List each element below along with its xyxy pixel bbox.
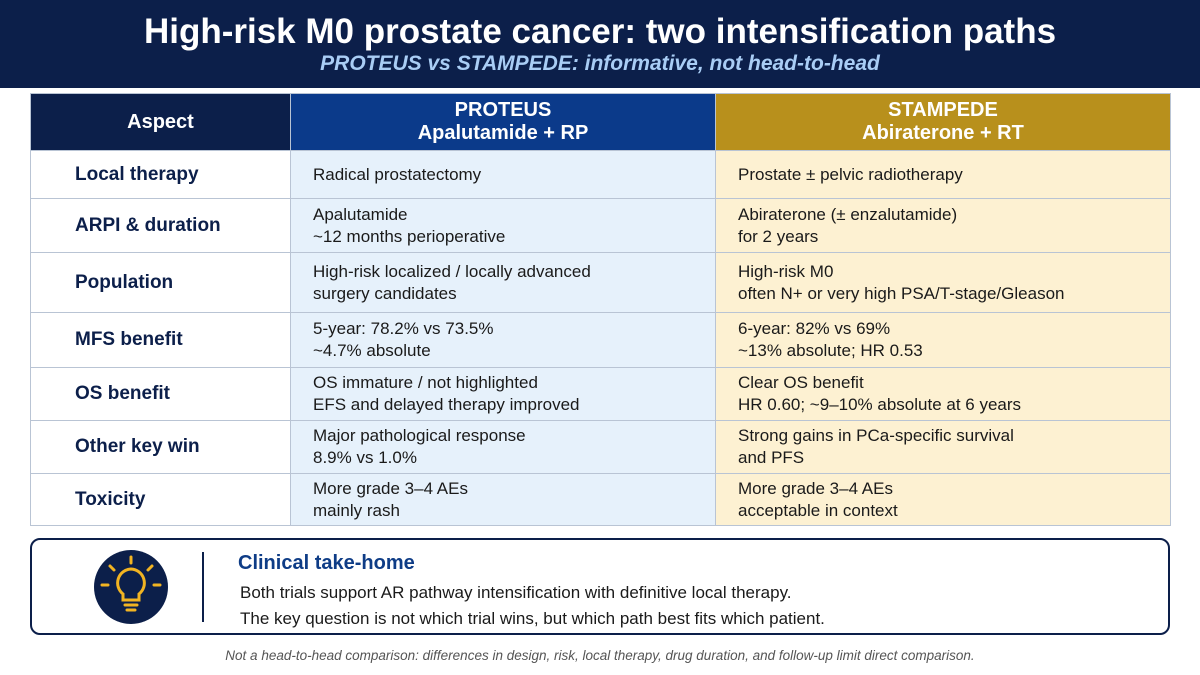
table-cell: High-risk M0 often N+ or very high PSA/T-… bbox=[715, 252, 1171, 313]
table-cell: 5-year: 78.2% vs 73.5% ~4.7% absolute bbox=[290, 312, 716, 368]
header-cell: PROTEUS Apalutamide + RP bbox=[290, 93, 716, 151]
cell-text: ~4.7% absolute bbox=[313, 341, 431, 360]
comparison-table: Aspect PROTEUS Apalutamide + RP STAMPEDE Abi… bbox=[30, 93, 1171, 526]
cell-text: More grade 3–4 AEs bbox=[313, 478, 468, 498]
aspect-cell: Other key win bbox=[30, 420, 291, 474]
cell-text: Toxicity bbox=[75, 488, 146, 510]
header-text: Aspect bbox=[127, 110, 194, 133]
cell-text: Abiraterone (± enzalutamide) bbox=[738, 204, 958, 224]
table-row: Toxicity More grade 3–4 AEs mainly rash Mor… bbox=[30, 473, 1171, 526]
subtitle: PROTEUS vs STAMPEDE: informative, not he… bbox=[320, 52, 880, 75]
header-text: PROTEUS bbox=[454, 99, 552, 121]
table-cell: High-risk localized / locally advanced su… bbox=[290, 252, 716, 313]
cell-text: acceptable in context bbox=[738, 500, 898, 520]
header-text: Abiraterone + RT bbox=[862, 122, 1024, 144]
takeaway-line: The key question is not which trial wins… bbox=[240, 609, 825, 628]
aspect-cell: Population bbox=[30, 252, 291, 313]
table-row: Local therapy Radical prostatectomy Prosta… bbox=[30, 150, 1171, 199]
table-cell: Clear OS benefit HR 0.60; ~9–10% absolute… bbox=[715, 367, 1171, 421]
cell-text: Clear OS benefit bbox=[738, 373, 864, 392]
header-text: STAMPEDE bbox=[888, 99, 998, 121]
takeaway-box: Clinical take-home Both trials support A… bbox=[30, 538, 1170, 635]
takeaway-text: Both trials support AR pathway intensifi… bbox=[240, 580, 825, 632]
cell-text: mainly rash bbox=[313, 500, 400, 520]
aspect-cell: Toxicity bbox=[30, 473, 291, 526]
takeaway-line: Both trials support AR pathway intensifi… bbox=[240, 583, 792, 602]
header-cell: STAMPEDE Abiraterone + RT bbox=[715, 93, 1171, 151]
cell-text: for 2 years bbox=[738, 226, 819, 246]
header-band: High-risk M0 prostate cancer: two intens… bbox=[0, 0, 1200, 88]
cell-text: ~13% absolute; HR 0.53 bbox=[738, 341, 923, 360]
table-cell: Prostate ± pelvic radiotherapy bbox=[715, 150, 1171, 199]
table-cell: More grade 3–4 AEs mainly rash bbox=[290, 473, 716, 526]
cell-text: Apalutamide bbox=[313, 204, 408, 224]
cell-text: High-risk localized / locally advanced bbox=[313, 261, 591, 281]
cell-text: Population bbox=[75, 271, 174, 293]
table-cell: OS immature / not highlighted EFS and del… bbox=[290, 367, 716, 421]
table-row: Population High-risk localized / locally … bbox=[30, 252, 1171, 313]
cell-text: Strong gains in PCa-specific survival bbox=[738, 426, 1014, 445]
cell-text: EFS and delayed therapy improved bbox=[313, 395, 580, 414]
table-cell: Major pathological response 8.9% vs 1.0% bbox=[290, 420, 716, 474]
table-row: Other key win Major pathological response… bbox=[30, 420, 1171, 474]
cell-text: and PFS bbox=[738, 448, 805, 467]
lightbulb-icon bbox=[94, 550, 168, 624]
table-cell: More grade 3–4 AEs acceptable in context bbox=[715, 473, 1171, 526]
cell-text: More grade 3–4 AEs bbox=[738, 478, 893, 498]
table-row: MFS benefit 5-year: 78.2% vs 73.5% ~4.7% a… bbox=[30, 312, 1171, 368]
table-cell: Strong gains in PCa-specific survival and… bbox=[715, 420, 1171, 474]
cell-text: OS benefit bbox=[75, 383, 171, 404]
cell-text: 5-year: 78.2% vs 73.5% bbox=[313, 319, 494, 338]
aspect-cell: Local therapy bbox=[30, 150, 291, 199]
divider bbox=[202, 552, 204, 622]
cell-text: OS immature / not highlighted bbox=[313, 373, 538, 392]
takeaway-title: Clinical take-home bbox=[238, 552, 415, 574]
cell-text: often N+ or very high PSA/T-stage/Gleaso… bbox=[738, 283, 1065, 303]
header-cell: Aspect bbox=[30, 93, 291, 151]
table-cell: 6-year: 82% vs 69% ~13% absolute; HR 0.53 bbox=[715, 312, 1171, 368]
aspect-cell: MFS benefit bbox=[30, 312, 291, 368]
cell-text: Other key win bbox=[75, 436, 200, 457]
cell-text: MFS benefit bbox=[75, 329, 183, 350]
table-cell: Apalutamide ~12 months perioperative bbox=[290, 198, 716, 253]
cell-text: surgery candidates bbox=[313, 283, 457, 303]
table-row: OS benefit OS immature / not highlighted E… bbox=[30, 367, 1171, 421]
cell-text: ARPI & duration bbox=[75, 214, 221, 236]
cell-text: 8.9% vs 1.0% bbox=[313, 448, 417, 467]
cell-text: Radical prostatectomy bbox=[313, 164, 482, 184]
title: High-risk M0 prostate cancer: two intens… bbox=[143, 12, 1057, 51]
table-cell: Abiraterone (± enzalutamide) for 2 years bbox=[715, 198, 1171, 253]
cell-text: Local therapy bbox=[75, 163, 199, 185]
cell-text: HR 0.60; ~9–10% absolute at 6 years bbox=[738, 395, 1022, 414]
cell-text: High-risk M0 bbox=[738, 261, 834, 281]
table-cell: Radical prostatectomy bbox=[290, 150, 716, 199]
cell-text: 6-year: 82% vs 69% bbox=[738, 319, 891, 338]
header-text: Apalutamide + RP bbox=[417, 122, 589, 144]
cell-text: Prostate ± pelvic radiotherapy bbox=[738, 164, 963, 184]
cell-text: Major pathological response bbox=[313, 426, 526, 445]
table-row: ARPI & duration Apalutamide ~12 months per… bbox=[30, 198, 1171, 253]
footnote: Not a head-to-head comparison: differenc… bbox=[225, 648, 975, 663]
aspect-cell: OS benefit bbox=[30, 367, 291, 421]
cell-text: ~12 months perioperative bbox=[313, 226, 506, 246]
aspect-cell: ARPI & duration bbox=[30, 198, 291, 253]
